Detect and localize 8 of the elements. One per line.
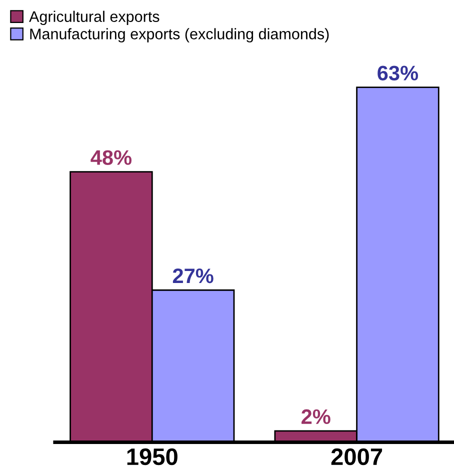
x-tick-label: 1950 bbox=[127, 448, 178, 466]
data-label: 63% bbox=[378, 66, 418, 80]
data-label: 48% bbox=[90, 150, 132, 165]
data-label: 27% bbox=[172, 268, 214, 284]
legend-label: Agricultural exports bbox=[29, 10, 160, 26]
data-label: 2% bbox=[302, 409, 330, 424]
legend-label: Manufacturing exports (excluding diamonds) bbox=[30, 28, 329, 42]
x-tick-label: 2007 bbox=[331, 448, 382, 466]
